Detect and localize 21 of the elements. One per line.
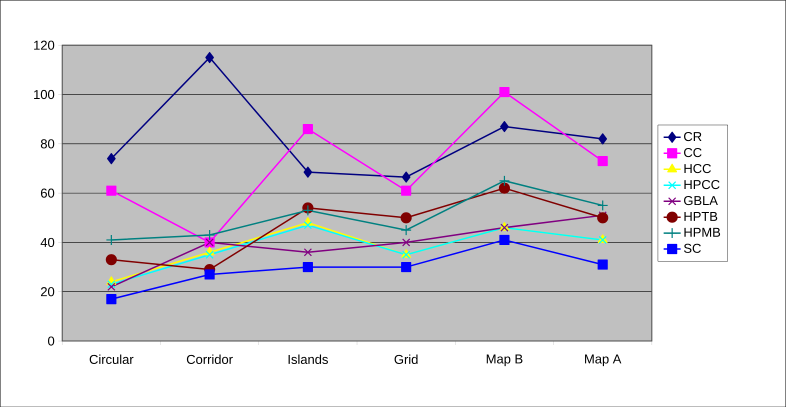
- legend-label: CR: [684, 132, 702, 142]
- legend-label: CC: [684, 148, 702, 158]
- x-tick-label: Grid: [394, 354, 418, 364]
- x-tick-label: Islands: [288, 354, 328, 364]
- x-tick-label: Circular: [90, 354, 134, 364]
- y-tick-label: 0: [48, 336, 54, 346]
- y-tick-label: 100: [34, 90, 54, 99]
- legend-label: HPCC: [684, 180, 720, 190]
- legend-label: HPTB: [684, 212, 718, 221]
- y-tick-label: 80: [40, 139, 54, 148]
- y-tick-label: 120: [34, 40, 54, 50]
- y-tick-label: 40: [40, 238, 54, 247]
- y-tick-label: 20: [40, 287, 54, 296]
- x-tick-label: Map B: [486, 354, 522, 366]
- legend-label: SC: [684, 244, 701, 253]
- x-tick-label: Map A: [585, 354, 622, 366]
- y-tick-label: 60: [40, 188, 54, 198]
- legend-label: HPMB: [684, 228, 720, 237]
- x-tick-label: Corridor: [186, 354, 233, 364]
- legend-label: GBLA: [684, 196, 718, 206]
- legend-label: HCC: [684, 164, 711, 174]
